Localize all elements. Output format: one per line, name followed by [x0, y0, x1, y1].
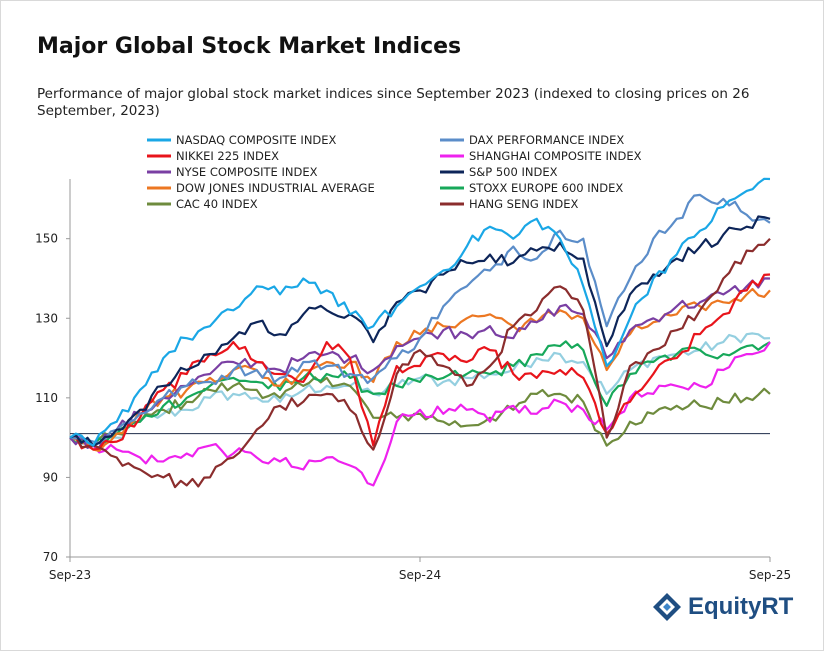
- legend-label: NASDAQ COMPOSITE INDEX: [176, 133, 337, 147]
- logo-text: EquityRT: [688, 593, 794, 620]
- x-tick-label: Sep-24: [399, 568, 441, 582]
- series-line-10: [70, 332, 771, 447]
- legend-label: S&P 500 INDEX: [469, 165, 558, 179]
- legend-label: NYSE COMPOSITE INDEX: [176, 165, 318, 179]
- equityrt-logo-icon: [653, 593, 681, 621]
- equityrt-logo: EquityRT: [652, 592, 793, 622]
- chart-title: Major Global Stock Market Indices: [37, 34, 462, 59]
- legend-label: SHANGHAI COMPOSITE INDEX: [469, 149, 642, 163]
- series-line-2: [69, 273, 771, 451]
- chart-subtitle: Performance of major global stock market…: [37, 86, 750, 119]
- legend-label: CAC 40 INDEX: [176, 197, 258, 211]
- legend-label: HANG SENG INDEX: [469, 197, 579, 211]
- series-line-7: [69, 340, 771, 448]
- x-tick-label: Sep-23: [49, 568, 91, 582]
- legend-label: STOXX EUROPE 600 INDEX: [469, 181, 623, 195]
- series-line-6: [69, 287, 771, 452]
- legend-label: DAX PERFORMANCE INDEX: [469, 133, 624, 147]
- x-tick-label: Sep-25: [749, 568, 791, 582]
- series-line-1: [69, 193, 771, 444]
- series-line-5: [69, 215, 771, 447]
- y-tick-label: 90: [43, 470, 58, 484]
- series-line-3: [69, 341, 771, 487]
- series-line-8: [69, 376, 771, 448]
- legend-label: DOW JONES INDUSTRIAL AVERAGE: [176, 181, 375, 195]
- y-tick-label: 70: [43, 550, 58, 564]
- series-line-9: [69, 237, 771, 489]
- series-line-4: [69, 277, 771, 449]
- series-line-0: [69, 177, 771, 447]
- legend-label: NIKKEI 225 INDEX: [176, 149, 279, 163]
- y-tick-label: 150: [35, 232, 58, 246]
- y-tick-label: 130: [35, 311, 58, 325]
- y-tick-label: 110: [35, 391, 58, 405]
